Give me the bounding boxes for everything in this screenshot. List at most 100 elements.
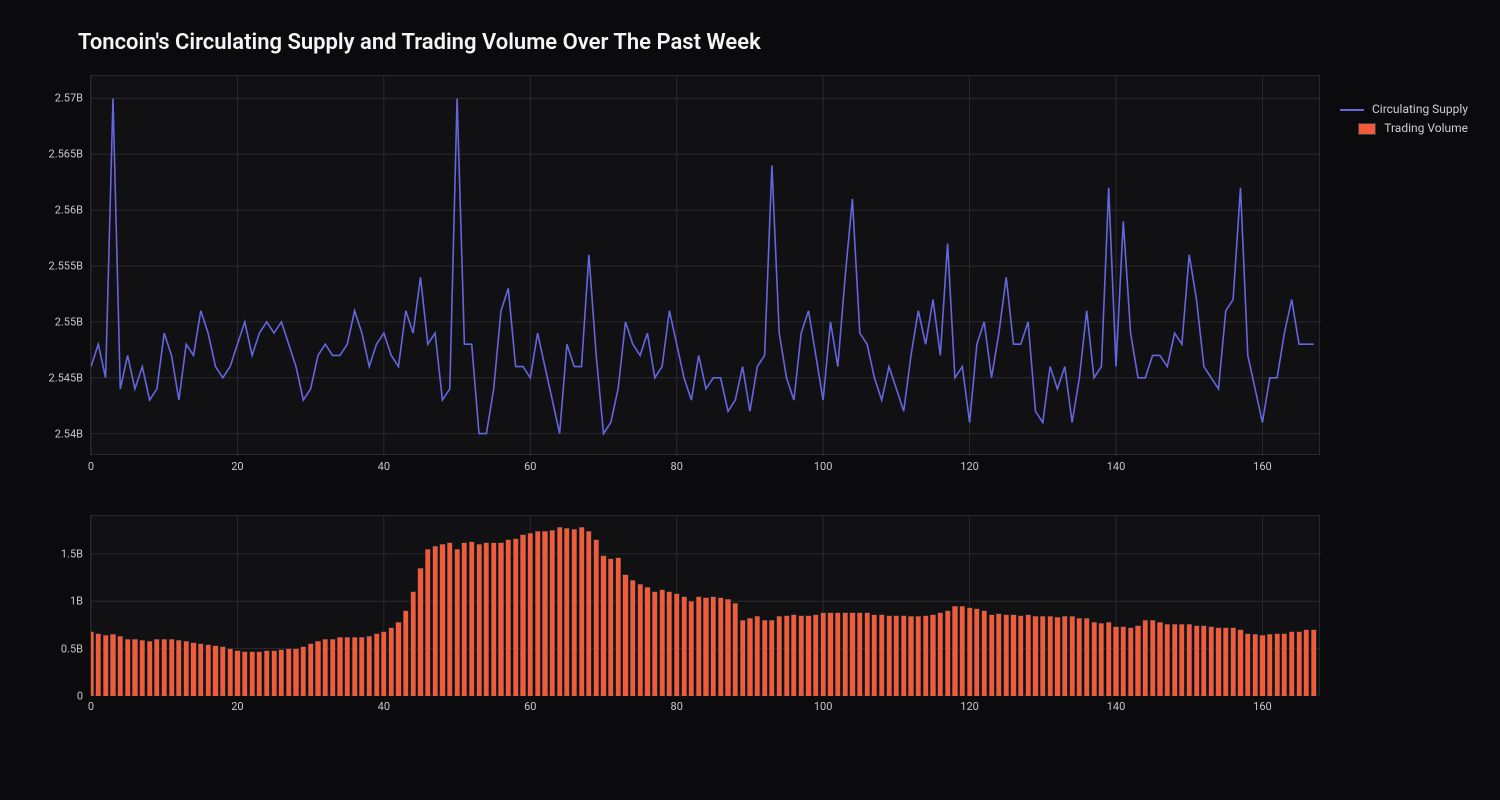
volume-bar xyxy=(330,639,335,696)
volume-bar xyxy=(425,549,430,696)
ytick-label: 0 xyxy=(77,690,83,703)
volume-bar xyxy=(733,603,738,696)
xtick-label: 140 xyxy=(1107,700,1126,713)
volume-bar xyxy=(520,535,525,696)
volume-bar xyxy=(755,616,760,696)
volume-bar xyxy=(528,533,533,696)
xtick-label: 80 xyxy=(671,460,683,473)
volume-bar xyxy=(96,634,101,697)
volume-bar xyxy=(1084,618,1089,696)
volume-bar xyxy=(162,639,167,696)
volume-bar xyxy=(1157,622,1162,696)
volume-bar xyxy=(367,636,372,696)
volume-bar xyxy=(147,641,152,696)
legend-item-volume: Trading Volume xyxy=(1340,119,1468,138)
volume-bar xyxy=(542,531,547,696)
volume-bar xyxy=(359,637,364,696)
volume-bar xyxy=(403,611,408,696)
volume-bar xyxy=(718,598,723,697)
volume-bar xyxy=(689,601,694,696)
volume-bar xyxy=(996,614,1001,696)
volume-bars xyxy=(91,527,1316,696)
legend-block-icon xyxy=(1358,123,1376,135)
volume-bar xyxy=(469,542,474,696)
volume-bar xyxy=(930,615,935,697)
volume-bar xyxy=(769,620,774,696)
volume-bar xyxy=(323,639,328,696)
volume-bar xyxy=(118,636,123,696)
volume-bar xyxy=(213,646,218,696)
volume-bar xyxy=(682,597,687,697)
volume-bar xyxy=(945,611,950,696)
volume-bar xyxy=(272,651,277,697)
volume-bar xyxy=(91,632,94,696)
volume-bar xyxy=(228,649,233,696)
volume-bar xyxy=(235,651,240,697)
volume-bar xyxy=(345,637,350,696)
volume-bar xyxy=(806,616,811,697)
volume-bar xyxy=(857,613,862,696)
volume-bar xyxy=(1172,624,1177,696)
volume-bar xyxy=(960,606,965,696)
volume-bar xyxy=(1245,634,1250,697)
volume-bar xyxy=(586,531,591,696)
volume-bar xyxy=(887,616,892,697)
volume-bar xyxy=(1267,634,1272,696)
ytick-label: 2.54B xyxy=(55,427,83,440)
xtick-label: 0 xyxy=(88,460,94,473)
volume-bar xyxy=(1018,616,1023,697)
volume-bar xyxy=(352,637,357,696)
xtick-label: 20 xyxy=(231,700,243,713)
volume-bar xyxy=(725,599,730,696)
volume-bar xyxy=(206,645,211,696)
volume-bar xyxy=(740,620,745,696)
volume-bar xyxy=(125,639,130,696)
volume-bar xyxy=(462,543,467,697)
volume-bar xyxy=(1231,628,1236,696)
volume-bar xyxy=(1040,616,1045,696)
xtick-label: 40 xyxy=(378,460,390,473)
xtick-label: 160 xyxy=(1253,460,1272,473)
volume-bar xyxy=(110,634,115,696)
volume-bar xyxy=(1092,622,1097,696)
volume-bar xyxy=(1070,616,1075,696)
ytick-label: 2.555B xyxy=(49,260,83,273)
volume-bar xyxy=(1275,634,1280,697)
volume-bar xyxy=(865,613,870,696)
volume-bar xyxy=(250,652,255,697)
xtick-label: 160 xyxy=(1253,700,1272,713)
volume-bar xyxy=(176,640,181,696)
volume-bar xyxy=(747,618,752,696)
volume-bar xyxy=(703,598,708,697)
chart-area: 0204060801001201401602.54B2.545B2.55B2.5… xyxy=(90,75,1300,695)
volume-bar xyxy=(835,613,840,696)
volume-bar xyxy=(989,615,994,697)
volume-bar xyxy=(843,613,848,696)
volume-bar xyxy=(1253,634,1258,696)
xtick-label: 100 xyxy=(814,700,833,713)
volume-bar xyxy=(557,527,562,696)
volume-bar xyxy=(184,641,189,696)
legend: Circulating Supply Trading Volume xyxy=(1340,100,1468,138)
ytick-label: 2.56B xyxy=(55,204,83,217)
volume-bar xyxy=(484,543,489,697)
ytick-label: 2.55B xyxy=(55,315,83,328)
xtick-label: 120 xyxy=(960,700,979,713)
volume-bar xyxy=(1106,622,1111,696)
volume-bar xyxy=(1311,630,1316,696)
volume-bar xyxy=(1121,627,1126,696)
legend-supply-label: Circulating Supply xyxy=(1372,100,1468,119)
volume-bar xyxy=(916,616,921,696)
volume-bar xyxy=(498,543,503,697)
xtick-label: 40 xyxy=(378,700,390,713)
volume-bar xyxy=(242,652,247,697)
volume-bar xyxy=(1209,627,1214,696)
volume-bar xyxy=(821,613,826,696)
volume-bar xyxy=(1289,632,1294,696)
volume-bar xyxy=(791,615,796,697)
volume-bar xyxy=(374,634,379,697)
volume-bar xyxy=(1135,626,1140,696)
volume-bar xyxy=(389,628,394,696)
ytick-label: 2.545B xyxy=(49,371,83,384)
ytick-label: 0.5B xyxy=(61,642,83,655)
